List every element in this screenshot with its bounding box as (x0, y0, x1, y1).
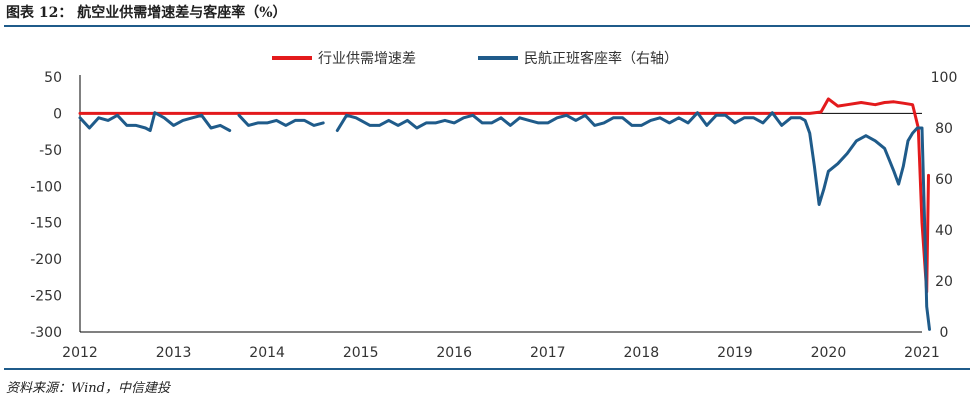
series-lines (78, 97, 931, 331)
x-tick-label: 2021 (904, 345, 940, 361)
bottom-rule (4, 368, 970, 370)
right-tick-label: 100 (931, 70, 958, 86)
x-tick-label: 2017 (530, 345, 566, 361)
left-tick-label: -50 (39, 143, 62, 159)
x-tick-label: 2020 (811, 345, 847, 361)
legend-label: 行业供需增速差 (318, 51, 416, 67)
right-tick-label: 60 (935, 172, 953, 188)
left-axis-ticks: 50 0 -50 -100 -150 -200 -250 -300 (30, 70, 62, 341)
series-line (78, 97, 930, 294)
figure-title: 图表 12： 航空业供需增速差与客座率（%） (6, 5, 287, 21)
right-tick-label: 20 (935, 274, 953, 290)
right-tick-label: 40 (935, 223, 953, 239)
x-axis-ticks: 2012 2013 2014 2015 2016 2017 2018 2019 2020 2021 (62, 345, 940, 361)
right-tick-label: 0 (940, 325, 949, 341)
x-tick-label: 2015 (343, 345, 379, 361)
left-tick-label: -250 (30, 289, 62, 305)
x-tick-label: 2019 (717, 345, 753, 361)
source-note: 资料来源：Wind，中信建投 (6, 381, 170, 396)
left-tick-label: 0 (53, 106, 62, 122)
series-line (335, 111, 931, 331)
x-tick-label: 2013 (156, 345, 192, 361)
series-line (78, 111, 232, 132)
x-tick-label: 2016 (436, 345, 472, 361)
right-tick-label: 80 (935, 121, 953, 137)
series-line (237, 113, 325, 127)
chart-legend: 行业供需增速差 民航正班客座率（右轴） (272, 50, 678, 67)
left-tick-label: -150 (30, 216, 62, 232)
legend-label: 民航正班客座率（右轴） (524, 50, 678, 67)
left-tick-label: -300 (30, 325, 62, 341)
right-axis-ticks: 100 80 60 40 20 0 (931, 70, 958, 341)
left-tick-label: 50 (44, 70, 62, 86)
left-tick-label: -100 (30, 179, 62, 195)
x-tick-label: 2012 (62, 345, 98, 361)
top-rule (4, 25, 970, 27)
x-tick-label: 2018 (624, 345, 660, 361)
x-tick-label: 2014 (249, 345, 285, 361)
left-tick-label: -200 (30, 252, 62, 268)
